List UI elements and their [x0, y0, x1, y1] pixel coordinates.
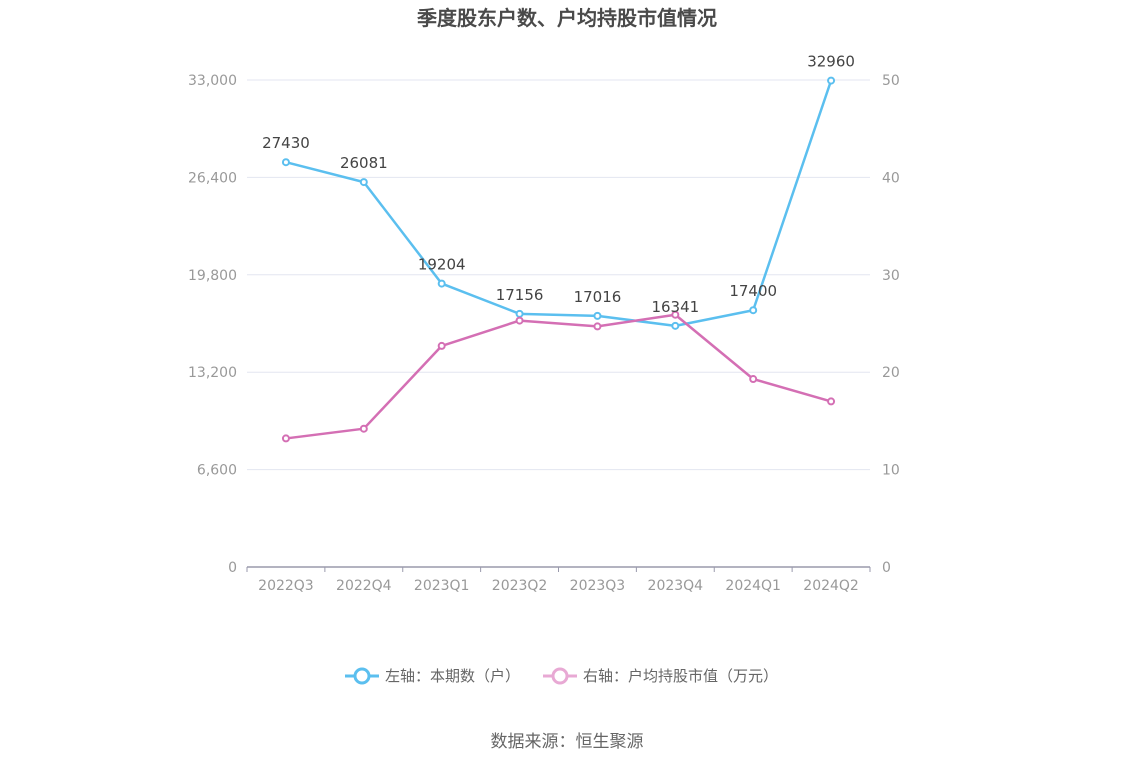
x-tick-label: 2024Q2: [803, 578, 859, 594]
data-point[interactable]: [671, 321, 680, 330]
data-label: 17016: [574, 288, 622, 306]
data-labels: 27430 26081 19204 17156 17016 16341 17400 32960: [262, 53, 855, 316]
data-label: 19204: [418, 256, 466, 274]
data-point[interactable]: [671, 310, 680, 319]
x-tick-label: 2022Q3: [258, 578, 314, 594]
legend-item-households[interactable]: 左轴：本期数（户）: [345, 667, 520, 685]
data-point[interactable]: [437, 279, 446, 288]
series-layer: [281, 76, 836, 443]
grid-lines: [247, 79, 870, 471]
data-point[interactable]: [515, 309, 524, 318]
x-tick-label: 2024Q1: [725, 578, 781, 594]
y-right-tick-label: 0: [882, 560, 891, 576]
y-left-tick-label: 13,200: [188, 365, 237, 381]
y-right-tick-label: 10: [882, 463, 900, 479]
x-tick-label: 2023Q4: [648, 578, 704, 594]
data-label: 27430: [262, 134, 310, 152]
y-right-tick-label: 20: [882, 365, 900, 381]
legend-swatch-marker: [353, 667, 371, 685]
axes: 0 0 6,600 10 13,200 20 19,800 30 26,400 40 33,000 5…: [188, 73, 900, 594]
data-point[interactable]: [593, 311, 602, 320]
x-tick-label: 2022Q4: [336, 578, 392, 594]
data-label: 32960: [807, 53, 855, 71]
y-right-tick-label: 40: [882, 170, 900, 186]
y-left-tick-label: 33,000: [188, 73, 237, 89]
y-left-tick-label: 0: [228, 560, 237, 576]
data-point[interactable]: [827, 76, 836, 85]
legend-label-households: 左轴：本期数（户）: [385, 667, 520, 685]
data-point[interactable]: [359, 178, 368, 187]
legend-item-avg-value[interactable]: 右轴：户均持股市值（万元）: [543, 667, 778, 685]
y-left-tick-label: 6,600: [197, 463, 237, 479]
data-point[interactable]: [827, 397, 836, 406]
data-point[interactable]: [749, 306, 758, 315]
data-point[interactable]: [359, 424, 368, 433]
data-source: 数据来源：恒生聚源: [491, 732, 644, 752]
x-tick-label: 2023Q1: [414, 578, 470, 594]
y-right-tick-label: 50: [882, 73, 900, 89]
y-left-tick-label: 26,400: [188, 170, 237, 186]
x-tick-label: 2023Q2: [492, 578, 548, 594]
series-line-avg-value: [285, 313, 832, 440]
data-point[interactable]: [437, 341, 446, 350]
data-point[interactable]: [749, 375, 758, 384]
series-line-households: [285, 80, 833, 328]
legend: 左轴：本期数（户） 右轴：户均持股市值（万元）: [345, 667, 778, 685]
data-label: 16341: [651, 298, 699, 316]
data-point[interactable]: [593, 322, 602, 331]
legend-label-avg-value: 右轴：户均持股市值（万元）: [583, 667, 778, 685]
x-tick-label: 2023Q3: [570, 578, 626, 594]
data-label: 17400: [729, 282, 777, 300]
y-right-tick-label: 30: [882, 268, 900, 284]
data-point[interactable]: [281, 158, 290, 167]
legend-swatch-marker: [551, 667, 569, 685]
data-point[interactable]: [515, 316, 524, 325]
data-label: 26081: [340, 154, 388, 172]
y-left-tick-label: 19,800: [188, 268, 237, 284]
chart-title: 季度股东户数、户均持股市值情况: [416, 6, 717, 30]
data-point[interactable]: [281, 434, 290, 443]
data-label: 17156: [496, 286, 544, 304]
